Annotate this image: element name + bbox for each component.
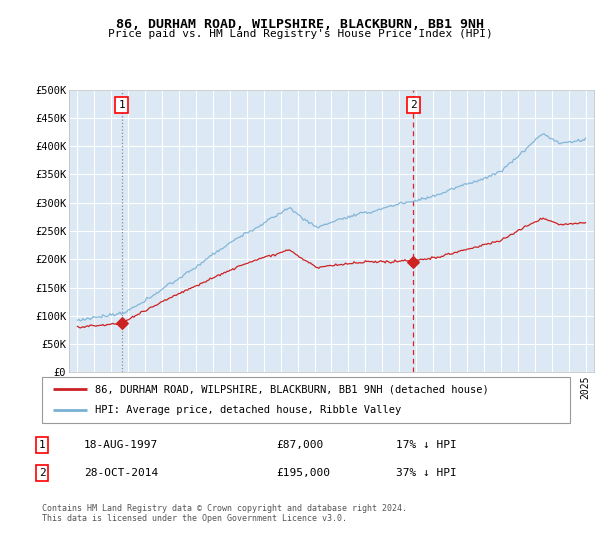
Point (117, 319, 127, 328)
Text: 1: 1 (118, 100, 125, 110)
Text: 1: 1 (38, 440, 46, 450)
Text: 37% ↓ HPI: 37% ↓ HPI (396, 468, 457, 478)
Text: Contains HM Land Registry data © Crown copyright and database right 2024.
This d: Contains HM Land Registry data © Crown c… (42, 504, 407, 524)
Point (409, 258, 418, 267)
FancyBboxPatch shape (42, 377, 570, 423)
Text: 86, DURHAM ROAD, WILPSHIRE, BLACKBURN, BB1 9NH (detached house): 86, DURHAM ROAD, WILPSHIRE, BLACKBURN, B… (95, 384, 488, 394)
Text: 2: 2 (38, 468, 46, 478)
Text: 86, DURHAM ROAD, WILPSHIRE, BLACKBURN, BB1 9NH: 86, DURHAM ROAD, WILPSHIRE, BLACKBURN, B… (116, 18, 484, 31)
Text: £87,000: £87,000 (276, 440, 323, 450)
Text: 18-AUG-1997: 18-AUG-1997 (84, 440, 158, 450)
Text: HPI: Average price, detached house, Ribble Valley: HPI: Average price, detached house, Ribb… (95, 405, 401, 416)
Text: 28-OCT-2014: 28-OCT-2014 (84, 468, 158, 478)
Text: £195,000: £195,000 (276, 468, 330, 478)
Text: 2: 2 (410, 100, 416, 110)
Text: Price paid vs. HM Land Registry's House Price Index (HPI): Price paid vs. HM Land Registry's House … (107, 29, 493, 39)
Text: 17% ↓ HPI: 17% ↓ HPI (396, 440, 457, 450)
